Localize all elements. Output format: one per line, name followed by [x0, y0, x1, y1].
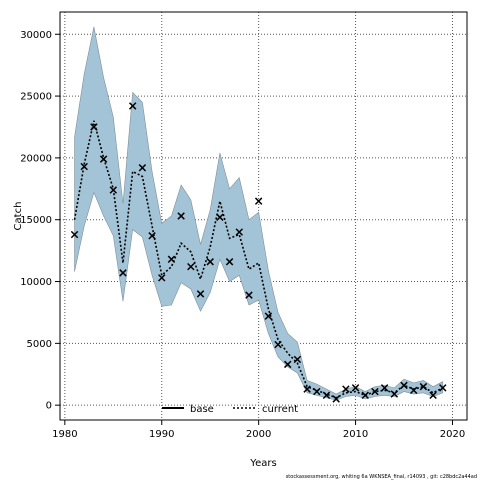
y-tick-label-10000: 10000 [20, 277, 52, 288]
plot-frame [59, 11, 468, 421]
observed-point-2011 [361, 391, 369, 400]
observed-point-1988 [138, 164, 147, 172]
observed-point-2009 [342, 385, 350, 393]
legend-base-label: base [190, 404, 214, 415]
x-tick-label-1980: 1980 [52, 429, 77, 440]
observed-point-2017 [419, 382, 428, 391]
observed-point-1994 [196, 290, 205, 298]
observed-point-1991 [167, 255, 176, 264]
y-tick-label-15000: 15000 [20, 215, 52, 226]
observed-point-1984 [99, 155, 108, 163]
observed-point-2001 [264, 312, 273, 320]
observed-markers [70, 102, 447, 403]
observed-point-2010 [351, 384, 360, 392]
confidence-band [74, 26, 444, 401]
observed-point-2005 [303, 385, 311, 393]
observed-point-1995 [206, 258, 214, 266]
observed-point-1986 [119, 269, 127, 277]
legend: base current [162, 404, 298, 415]
observed-point-2003 [283, 360, 292, 369]
observed-point-2000 [254, 197, 263, 205]
observed-point-2014 [390, 390, 399, 398]
observed-point-1987 [128, 102, 137, 110]
observed-point-1989 [148, 232, 156, 240]
observed-point-1983 [90, 123, 98, 131]
observed-point-2012 [371, 387, 379, 396]
observed-point-1985 [109, 186, 118, 194]
observed-point-2019 [439, 384, 447, 392]
observed-point-1998 [235, 228, 244, 236]
observed-point-2008 [332, 395, 340, 403]
x-tick-label-1990: 1990 [149, 429, 174, 440]
observed-point-2018 [429, 391, 437, 400]
observed-point-2004 [293, 355, 302, 364]
observed-point-2016 [409, 386, 418, 395]
x-axis-title: Years [249, 458, 276, 469]
observed-point-2006 [313, 387, 321, 396]
observed-point-2013 [380, 384, 389, 392]
y-tick-label-0: 0 [46, 401, 52, 412]
observed-point-1982 [80, 162, 88, 171]
observed-point-1992 [177, 212, 185, 220]
y-tick-label-25000: 25000 [20, 92, 52, 103]
observed-point-2007 [322, 391, 331, 400]
observed-point-1990 [158, 274, 166, 282]
observed-point-1999 [245, 291, 253, 299]
observed-point-1996 [216, 213, 224, 221]
x-tick-label-2020: 2020 [440, 429, 465, 440]
footnote: stockassessment.org, whiting 6a WKNSEA_f… [286, 474, 477, 480]
observed-point-2002 [274, 340, 282, 349]
y-tick-label-30000: 30000 [20, 30, 52, 41]
legend-current-label: current [262, 404, 298, 415]
y-tick-label-5000: 5000 [27, 339, 52, 350]
observed-point-1997 [225, 258, 234, 266]
observed-point-1993 [187, 262, 195, 271]
y-tick-label-20000: 20000 [20, 153, 52, 164]
observed-point-1981 [70, 230, 79, 239]
x-tick-label-2010: 2010 [343, 429, 368, 440]
x-tick-label-2000: 2000 [246, 429, 271, 440]
observed-point-2015 [400, 381, 408, 390]
y-axis-title: Catch [13, 202, 24, 231]
band-area [74, 26, 444, 401]
axes: 1980 1990 2000 2010 2020 0 5000 10000 15000 20000… [20, 30, 465, 440]
